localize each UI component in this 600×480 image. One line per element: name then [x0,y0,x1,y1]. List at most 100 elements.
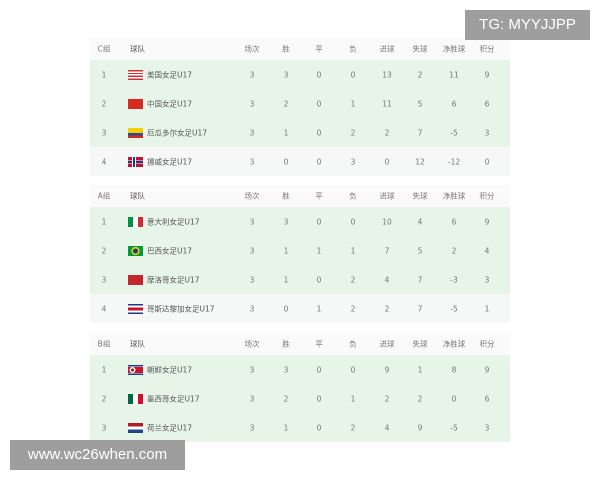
stat-cell: 0 [316,394,322,403]
stat-cell: 3 [484,423,490,432]
column-header: 积分 [479,339,495,349]
column-header: 净胜球 [442,191,466,201]
stat-cell: -5 [450,423,458,432]
stat-cell: 2 [350,423,356,432]
table-row[interactable]: 3 厄瓜多尔女足U17 3 1 0 2 2 7 -5 3 [90,118,510,147]
column-header: 胜 [282,339,290,349]
team-header: 球队 [130,44,145,54]
stat-cell: -12 [447,157,461,166]
stat-cell: 3 [249,304,255,313]
stat-cell: 0 [384,157,390,166]
stat-cell: 0 [484,157,490,166]
stat-cell: 7 [417,128,423,137]
group-table: A组 球队 场次胜平负进球 失球 净胜球 积分 1 意大利女足U17 3 3 0 0 10 4 6 9 … [90,185,510,323]
stat-cell: 1 [350,246,356,255]
column-header: 平 [315,191,323,201]
rank: 2 [101,99,107,108]
stat-cell: 0 [316,217,322,226]
table-row[interactable]: 3 荷兰女足U17 3 1 0 2 4 9 -5 3 [90,413,510,442]
stat-cell: 1 [316,246,322,255]
stat-cell: 0 [316,99,322,108]
stat-cell: 2 [283,394,289,403]
ecuador-flag-icon [128,127,143,138]
stat-cell: 3 [350,157,356,166]
table-row[interactable]: 1 朝鲜女足U17 3 3 0 0 9 1 8 9 [90,355,510,384]
column-header: 净胜球 [442,44,466,54]
rank: 4 [101,157,107,166]
stat-cell: 9 [417,423,423,432]
stat-cell: 1 [283,128,289,137]
morocco-flag-icon [128,274,143,285]
column-header: 场次 [244,191,260,201]
stat-cell: 2 [451,246,457,255]
team-name: 巴西女足U17 [147,246,193,255]
table-row[interactable]: 4 挪威女足U17 3 0 0 3 0 12 -12 0 [90,147,510,176]
stat-cell: 4 [484,246,490,255]
team-name: 摩洛哥女足U17 [147,275,200,284]
table-row[interactable]: 4 哥斯达黎加女足U17 3 0 1 2 2 7 -5 1 [90,294,510,323]
stat-cell: 2 [417,394,423,403]
column-header: 场次 [244,339,260,349]
table-row[interactable]: 2 巴西女足U17 3 1 1 1 7 5 2 4 [90,236,510,265]
stat-cell: 9 [384,365,390,374]
stat-cell: 9 [484,365,490,374]
stat-cell: 3 [283,365,289,374]
stat-cell: 4 [384,275,390,284]
stat-cell: 2 [417,70,423,79]
stat-cell: 7 [417,275,423,284]
stat-cell: 1 [283,246,289,255]
stat-cell: 11 [449,70,459,79]
stat-cell: 3 [249,99,255,108]
stat-cell: 7 [384,246,390,255]
column-header: 负 [349,44,357,54]
column-header: 负 [349,191,357,201]
stat-cell: 2 [384,304,390,313]
stat-cell: 3 [249,423,255,432]
column-header: 场次 [244,44,260,54]
stat-cell: 0 [350,365,356,374]
stat-cell: 2 [283,99,289,108]
netherlands-flag-icon [128,422,143,433]
table-header: B组 球队 场次 胜 平 负 进球 失球 净胜球 积分 [90,333,510,355]
stat-cell: 1 [417,365,423,374]
stat-cell: 3 [283,70,289,79]
table-row[interactable]: 3 摩洛哥女足U17 3 1 0 2 4 7 -3 3 [90,265,510,294]
stat-cell: 0 [316,275,322,284]
team-name: 厄瓜多尔女足U17 [147,128,208,137]
rank: 3 [101,128,107,137]
stat-cell: 3 [484,128,490,137]
stat-cell: 3 [484,275,490,284]
rank: 3 [101,275,107,284]
stat-cell: 5 [417,246,423,255]
table-row[interactable]: 1 美国女足U17 3 3 0 0 13 2 11 9 [90,60,510,89]
stat-cell: 6 [451,99,457,108]
group-table: C组 球队 场次胜平负进球 失球 净胜球 积分 1 美国女足U17 3 3 0 0 13 2 11 9 … [90,38,510,176]
stat-cell: 9 [484,70,490,79]
stat-cell: 0 [283,157,289,166]
column-header: 胜 [282,191,290,201]
table-row[interactable]: 1 意大利女足U17 3 3 0 0 10 4 6 9 [90,207,510,236]
team-name: 美国女足U17 [147,70,193,79]
team-name: 朝鲜女足U17 [147,365,193,374]
team-name: 意大利女足U17 [147,217,200,226]
watermark-bottom: www.wc26when.com [10,440,185,470]
norway-flag-icon [128,156,143,167]
watermark-top: TG: MYYJJPP [465,10,590,40]
costa-rica-flag-icon [128,303,143,314]
column-header: 负 [349,339,357,349]
stat-cell: 11 [382,99,392,108]
table-header: A组 球队 场次 胜 平 负 进球 失球 净胜球 积分 [90,185,510,207]
table-row[interactable]: 2 中国女足U17 3 2 0 1 11 5 6 6 [90,89,510,118]
stat-cell: 1 [350,394,356,403]
column-header: 积分 [479,44,495,54]
stat-cell: 6 [484,99,490,108]
stat-cell: 3 [249,70,255,79]
group-label: A组 [97,191,111,201]
stat-cell: 0 [350,70,356,79]
column-header: 净胜球 [442,339,466,349]
team-name: 墨西哥女足U17 [147,394,200,403]
stat-cell: 1 [350,99,356,108]
stat-cell: 1 [283,275,289,284]
stat-cell: 2 [384,394,390,403]
table-row[interactable]: 2 墨西哥女足U17 3 2 0 1 2 2 0 6 [90,384,510,413]
